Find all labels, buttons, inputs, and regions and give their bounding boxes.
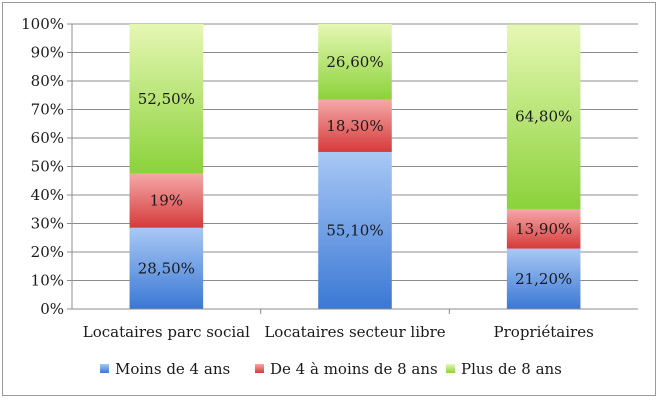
data-label: 52,50% (138, 90, 195, 108)
x-category-label: Propriétaires (494, 323, 594, 341)
data-label: 64,80% (515, 108, 572, 126)
data-label: 19% (150, 192, 183, 210)
y-tick-label: 80% (31, 72, 64, 90)
data-label: 21,20% (515, 270, 572, 288)
legend-swatch (446, 364, 455, 373)
legend-label: Plus de 8 ans (461, 360, 562, 378)
data-label: 28,50% (138, 259, 195, 277)
legend-swatch (255, 364, 264, 373)
y-tick-label: 0% (40, 300, 64, 318)
bars: 28,50% 19% 52,50% 55,10% 18,30% 26,60% 21,20% 1… (129, 24, 581, 309)
y-tick-label: 90% (31, 44, 64, 62)
x-category-label: Locataires secteur libre (264, 323, 445, 341)
bar-segment (129, 173, 204, 228)
y-tick-label: 30% (31, 215, 64, 233)
y-tick-label: 20% (31, 243, 64, 261)
legend-label: De 4 à moins de 8 ans (270, 360, 438, 378)
y-tick-label: 10% (31, 272, 64, 290)
bar-segment (129, 227, 204, 309)
y-tick-label: 70% (31, 101, 64, 119)
y-tick-label: 50% (31, 158, 64, 176)
y-axis: 0% 10% 20% 30% 40% 50% 60% 70% 80% 90% 100% (21, 15, 73, 318)
data-label: 18,30% (326, 117, 383, 135)
bar-segment (318, 99, 392, 152)
y-tick-label: 60% (31, 129, 64, 147)
bar-segment (506, 208, 581, 249)
data-label: 55,10% (326, 221, 383, 239)
bar-segment (129, 24, 204, 174)
bar-segment (318, 151, 392, 309)
bar-segment (506, 248, 581, 309)
bar-segment (506, 24, 581, 209)
x-category-label: Locataires parc social (83, 323, 250, 341)
x-axis: Locataires parc social Locataires secteur… (72, 308, 638, 341)
y-tick-label: 100% (21, 15, 64, 33)
y-tick-label: 40% (31, 186, 64, 204)
legend: Moins de 4 ans De 4 à moins de 8 ans Plus … (100, 360, 562, 378)
data-label: 13,90% (515, 220, 572, 238)
legend-label: Moins de 4 ans (115, 360, 230, 378)
data-label: 26,60% (326, 53, 383, 71)
legend-swatch (100, 364, 109, 373)
bar-segment (318, 24, 392, 100)
